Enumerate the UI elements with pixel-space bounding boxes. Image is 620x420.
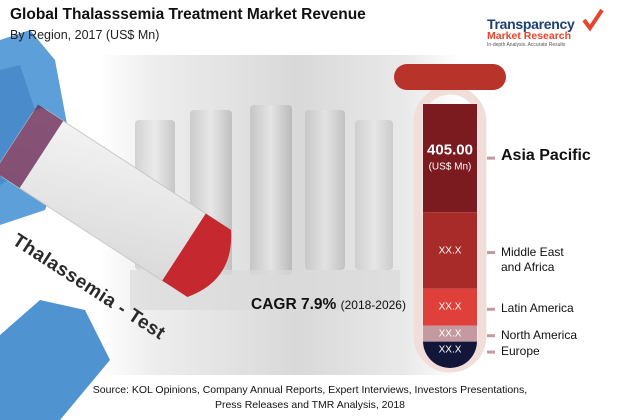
tube-cap xyxy=(394,64,506,90)
logo-check-icon xyxy=(582,8,604,32)
tmr-logo: Transparency Market Research In-depth An… xyxy=(487,16,607,48)
cagr-value: CAGR 7.9% xyxy=(251,296,337,313)
value-label-north-america: XX.X xyxy=(438,328,462,340)
value-label-latin-america: XX.X xyxy=(438,301,462,313)
segment-europe xyxy=(423,341,477,368)
source-note: Source: KOL Opinions, Company Annual Rep… xyxy=(0,383,620,413)
segment-latin-america xyxy=(423,288,477,326)
chart-title: Global Thalasssemia Treatment Market Rev… xyxy=(10,6,366,23)
segment-north-america xyxy=(423,325,477,342)
logo-line-2: Market Research xyxy=(487,30,572,42)
logo-tagline: In-depth Analysis. Accurate Results xyxy=(487,42,566,48)
value-label-europe: XX.X xyxy=(438,344,462,356)
region-label-latin-america: Latin America xyxy=(501,301,574,316)
region-label-europe: Europe xyxy=(501,344,540,359)
source-line-1: Source: KOL Opinions, Company Annual Rep… xyxy=(92,384,528,396)
leader-tick-north-america xyxy=(487,334,495,338)
leader-tick-europe xyxy=(487,350,495,354)
source-line-2: Press Releases and TMR Analysis, 2018 xyxy=(214,399,406,411)
logo-line-1: Transparency xyxy=(487,16,575,32)
value-label-asia-pacific: 405.00 xyxy=(427,141,473,159)
cagr-annotation: CAGR 7.9% (2018-2026) xyxy=(251,296,406,314)
region-label-north-america: North America xyxy=(501,327,578,342)
value-label-middle-east-and-africa: XX.X xyxy=(438,245,462,257)
region-label-middle-east-and-africa: Middle East and Africa xyxy=(501,244,564,274)
leader-tick-middle-east-and-africa xyxy=(487,251,495,255)
leader-tick-latin-america xyxy=(487,307,495,311)
segment-middle-east-and-africa xyxy=(423,212,477,289)
chart-subtitle: By Region, 2017 (US$ Mn) xyxy=(10,28,160,42)
cagr-period: (2018-2026) xyxy=(340,298,406,312)
test-tube-chart xyxy=(394,64,506,373)
leader-tick-asia-pacific xyxy=(487,156,495,160)
segment-asia-pacific xyxy=(423,104,477,213)
value-unit-asia-pacific: (US$ Mn) xyxy=(428,161,472,173)
region-label-asia-pacific: Asia Pacific xyxy=(501,147,591,165)
